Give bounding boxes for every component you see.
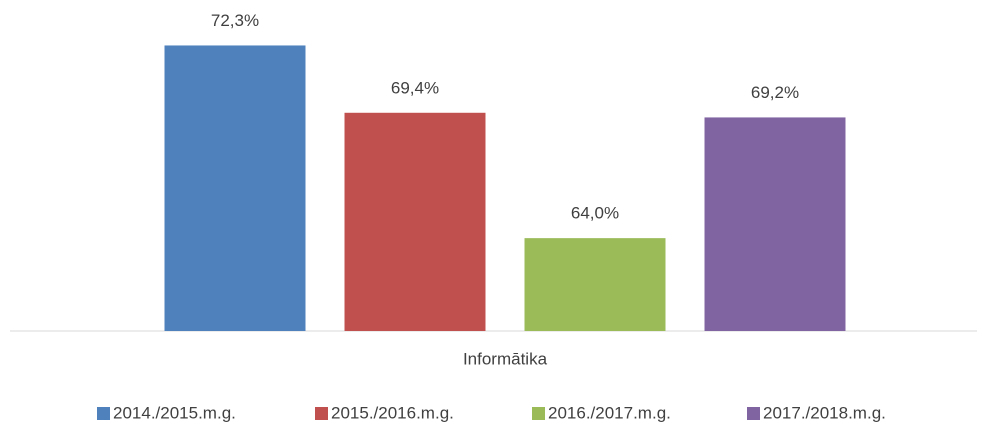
data-label: 64,0% — [571, 204, 619, 223]
data-label: 72,3% — [211, 11, 259, 30]
bar — [164, 45, 306, 331]
legend-label: 2015./2016.m.g. — [331, 403, 454, 422]
legend-swatch — [532, 407, 545, 420]
data-label: 69,2% — [751, 83, 799, 102]
bar — [704, 117, 846, 331]
bar — [344, 112, 486, 332]
x-tick-label: Informātika — [463, 349, 548, 368]
legend-label: 2017./2018.m.g. — [763, 403, 886, 422]
legend-swatch — [747, 407, 760, 420]
legend-label: 2016./2017.m.g. — [548, 403, 671, 422]
legend-swatch — [97, 407, 110, 420]
data-label: 69,4% — [391, 78, 439, 97]
legend-label: 2014./2015.m.g. — [113, 403, 236, 422]
legend-swatch — [315, 407, 328, 420]
bar — [524, 238, 666, 331]
